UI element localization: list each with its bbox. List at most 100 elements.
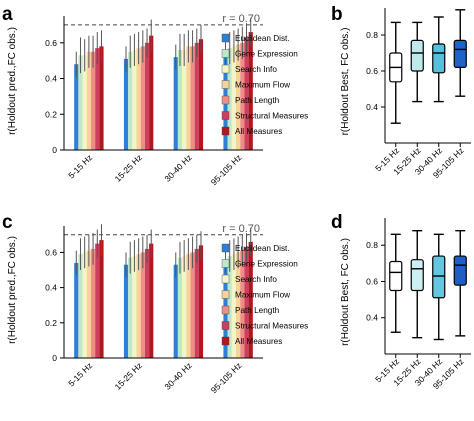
legend-swatch [221,64,230,74]
legend-swatch [221,126,230,136]
bar [128,257,133,358]
bar [198,245,204,358]
bar [231,254,237,358]
y-tick-label: 0.8 [366,30,378,40]
legend-entry: Structural Measures [235,322,308,331]
y-tick-label: 0.6 [366,66,378,76]
bar [99,46,104,150]
bar [128,51,133,150]
bar [236,44,241,150]
panel-letter-d: d [331,212,343,233]
bar [136,48,141,150]
bar [227,48,232,150]
bar [173,264,178,358]
x-category-label: 5-15 Hz [66,152,94,180]
legend-swatch [221,80,230,89]
bar [248,241,253,358]
bar [182,49,187,150]
legend-swatch [221,49,230,58]
reference-label: r = 0.70 [222,13,260,25]
y-tick-label: 0.6 [45,247,57,257]
panel-a-bar-chart: 0 0.2 0.4 0.6 r = 0.70 5-15 Hz 15-25 Hz 30-40 H… [7,13,308,187]
bar [78,55,83,150]
y-tick-label: 0.8 [366,240,378,250]
bar [244,247,249,358]
x-category-label: 95-105 Hz [209,360,244,395]
legend-entry: Search Info [235,65,277,74]
bar [95,48,100,150]
y-tick-label: 0.4 [366,102,378,112]
legend-entry: Euclidean Dist. [235,34,290,43]
bar [99,240,104,358]
bar [244,37,249,150]
legend-swatch [221,111,230,120]
y-tick-label: 0.4 [45,74,57,84]
bar [74,262,79,358]
bar [144,42,150,150]
bar [82,252,87,358]
bar [198,39,204,150]
bar [86,51,91,150]
bar [149,243,154,358]
bar [231,46,237,150]
box [410,259,424,292]
bar [186,254,191,358]
bar [194,42,199,150]
reference-label: r = 0.70 [222,223,260,235]
y-tick-label: 0.2 [45,318,57,328]
y-tick-label: 0.6 [366,276,378,286]
bar [140,252,145,358]
legend-entry: All Measures [235,127,282,136]
y-tick-label: 0.6 [45,38,57,48]
bar [90,51,96,150]
x-category-label: 30-40 Hz [162,152,193,183]
box [432,43,446,74]
box [389,260,403,292]
bar [186,46,191,150]
bar [90,248,96,358]
legend-entry: Maximum Flow [235,81,290,90]
bar [123,264,129,358]
bar [194,248,199,358]
x-category-label: 15-25 Hz [113,360,144,391]
bar [240,42,245,150]
box [453,255,467,286]
legend-swatch [221,243,230,253]
legend-entry: Path Length [235,306,280,315]
x-category-label: 15-25 Hz [113,152,144,183]
bar [78,254,83,358]
panel-letter-c: c [2,212,13,233]
y-tick-label: 0.2 [45,109,57,119]
legend-swatch [221,290,230,299]
bar [248,32,253,150]
panel-c-bar-chart: 0 0.2 0.4 0.6 r = 0.70 5-15 Hz 15-25 Hz 30-40 H… [7,223,308,395]
legend-entry: Path Length [235,96,280,105]
bar [149,35,154,150]
legend-swatch [221,336,230,346]
y-axis-label: r(Holdout pred.,FC obs.) [7,27,18,135]
legend-entry: Gene Expression [235,260,298,269]
y-axis-label: r(Holdout Best, FC obs.) [340,238,351,346]
legend-entry: All Measures [235,337,282,346]
panel-letter-b: b [331,4,343,25]
x-category-label: 5-15 Hz [66,360,94,388]
legend-entry: Gene Expression [235,50,298,59]
panel-letter-a: a [2,4,13,25]
legend-entry: Search Info [235,275,277,284]
y-axis-label: r(Holdout Best, FC obs.) [340,28,351,136]
bar [240,250,245,358]
y-tick-label: 0.4 [366,313,378,323]
bar [132,49,137,150]
bar [123,58,129,150]
bar [74,64,79,150]
bar [190,252,195,358]
bar [227,255,232,358]
bar [82,55,87,150]
bar [236,252,241,358]
legend-entry: Structural Measures [235,112,308,121]
bar [177,49,183,150]
x-category-label: 95-105 Hz [209,152,244,187]
